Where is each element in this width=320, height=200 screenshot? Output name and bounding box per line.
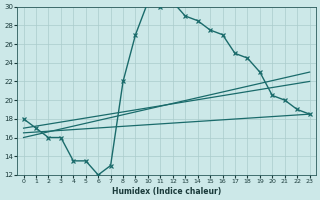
X-axis label: Humidex (Indice chaleur): Humidex (Indice chaleur) (112, 187, 221, 196)
